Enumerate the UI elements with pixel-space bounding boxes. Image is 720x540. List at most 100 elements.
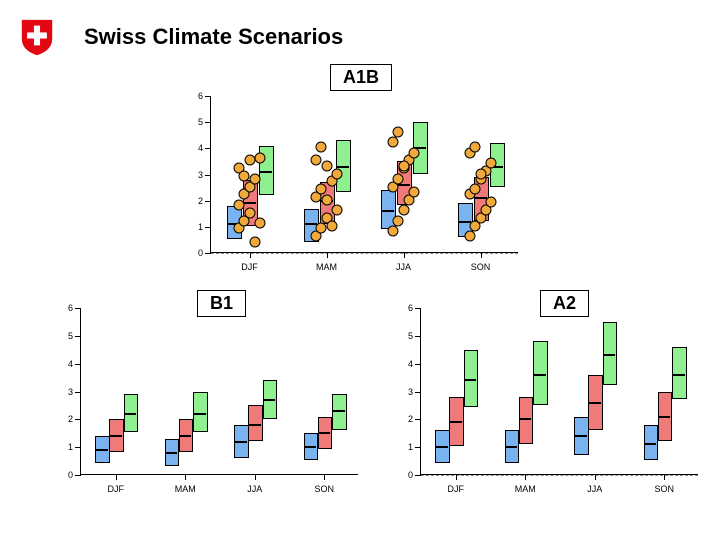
x-tick — [185, 474, 186, 480]
x-tick-label: JJA — [247, 484, 262, 494]
median-line — [318, 432, 331, 434]
scenario-label-a1b: A1B — [330, 64, 392, 91]
median-line — [672, 374, 685, 376]
x-tick — [481, 252, 482, 258]
median-line — [332, 410, 345, 412]
y-tick — [75, 447, 81, 448]
data-point — [486, 197, 497, 208]
x-tick — [456, 474, 457, 480]
y-tick — [75, 336, 81, 337]
x-tick-label: JJA — [587, 484, 602, 494]
median-line — [397, 184, 411, 186]
data-point — [409, 147, 420, 158]
y-tick — [205, 227, 211, 228]
chart-b1: 0123456DJFMAMJJASON — [50, 300, 360, 500]
data-point — [239, 171, 250, 182]
median-line — [588, 402, 601, 404]
plot-area: 0123456DJFMAMJJASON — [210, 96, 518, 253]
data-point — [249, 173, 260, 184]
median-line — [234, 441, 247, 443]
x-tick — [525, 474, 526, 480]
data-point — [393, 126, 404, 137]
median-line — [603, 354, 616, 356]
y-tick-label: 1 — [399, 442, 413, 452]
data-point — [249, 236, 260, 247]
y-tick — [75, 475, 81, 476]
data-point — [387, 226, 398, 237]
x-tick — [116, 474, 117, 480]
y-tick — [205, 122, 211, 123]
y-tick-label: 5 — [59, 331, 73, 341]
x-tick — [404, 252, 405, 258]
y-tick-label: 4 — [189, 143, 203, 153]
box — [332, 394, 347, 429]
data-point — [470, 142, 481, 153]
x-tick — [250, 252, 251, 258]
x-tick-label: JJA — [396, 262, 411, 272]
y-tick-label: 3 — [189, 170, 203, 180]
median-line — [435, 446, 448, 448]
x-tick-label: DJF — [108, 484, 125, 494]
y-tick-label: 1 — [189, 222, 203, 232]
y-tick-label: 0 — [189, 248, 203, 258]
data-point — [310, 155, 321, 166]
data-point — [326, 220, 337, 231]
data-point — [321, 194, 332, 205]
x-tick-label: SON — [471, 262, 491, 272]
median-line — [248, 424, 261, 426]
y-tick-label: 6 — [189, 91, 203, 101]
median-line — [179, 435, 192, 437]
plot-area: 0123456DJFMAMJJASON — [420, 308, 698, 475]
median-line — [263, 399, 276, 401]
data-point — [316, 142, 327, 153]
x-tick — [255, 474, 256, 480]
box — [519, 397, 534, 444]
median-line — [574, 435, 587, 437]
median-line — [658, 416, 671, 418]
y-tick — [205, 175, 211, 176]
x-tick — [324, 474, 325, 480]
median-line — [95, 449, 108, 451]
y-tick — [75, 392, 81, 393]
median-line — [304, 446, 317, 448]
x-tick-label: SON — [654, 484, 674, 494]
y-tick-label: 6 — [399, 303, 413, 313]
y-tick-label: 5 — [399, 331, 413, 341]
y-tick — [415, 419, 421, 420]
x-tick-label: MAM — [515, 484, 536, 494]
x-tick — [595, 474, 596, 480]
median-line — [124, 413, 137, 415]
median-line — [193, 413, 206, 415]
y-tick-label: 3 — [399, 387, 413, 397]
y-tick — [415, 364, 421, 365]
plot-area: 0123456DJFMAMJJASON — [80, 308, 358, 475]
y-tick — [75, 308, 81, 309]
data-point — [332, 168, 343, 179]
data-point — [475, 168, 486, 179]
median-line — [449, 421, 462, 423]
y-tick — [75, 364, 81, 365]
median-line — [109, 435, 122, 437]
data-point — [398, 160, 409, 171]
x-tick-label: DJF — [241, 262, 258, 272]
chart-a1b: 0123456DJFMAMJJASON — [180, 88, 520, 278]
x-tick-label: SON — [314, 484, 334, 494]
median-line — [243, 202, 257, 204]
y-tick-label: 5 — [189, 117, 203, 127]
data-point — [393, 173, 404, 184]
data-point — [470, 184, 481, 195]
data-point — [464, 231, 475, 242]
data-point — [233, 199, 244, 210]
zero-line — [421, 475, 698, 476]
y-tick-label: 1 — [59, 442, 73, 452]
x-tick — [664, 474, 665, 480]
chart-a2: 0123456DJFMAMJJASON — [390, 300, 700, 500]
median-line — [165, 452, 178, 454]
data-point — [255, 218, 266, 229]
y-tick — [415, 447, 421, 448]
y-tick — [75, 419, 81, 420]
median-line — [381, 210, 395, 212]
median-line — [519, 418, 532, 420]
median-line — [259, 171, 273, 173]
x-tick-label: DJF — [448, 484, 465, 494]
